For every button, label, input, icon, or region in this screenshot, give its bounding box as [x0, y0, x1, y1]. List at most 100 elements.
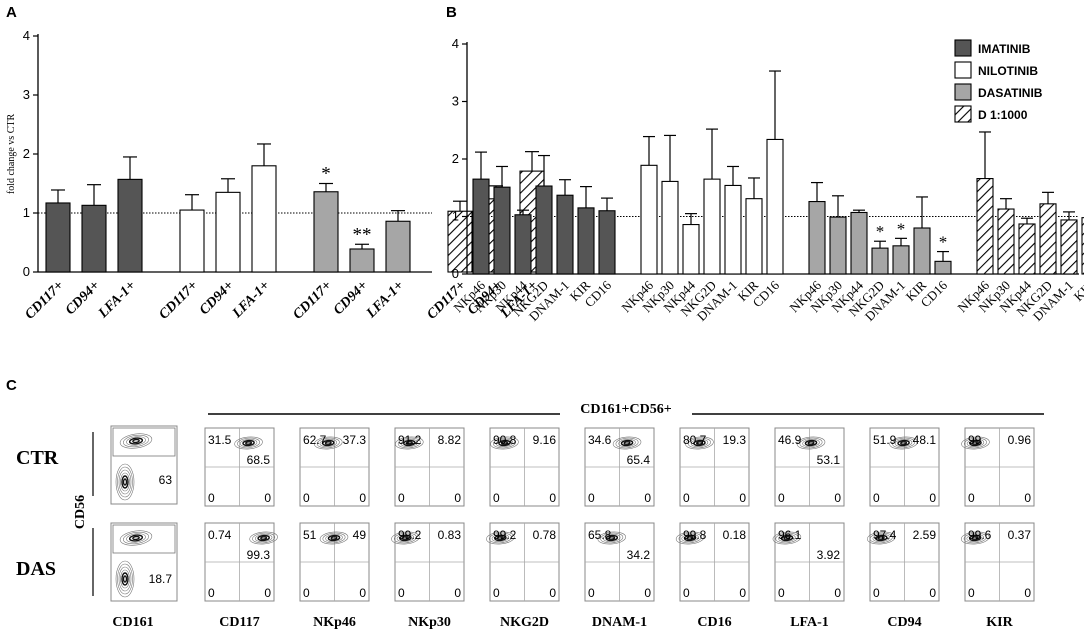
flow-plot-cd94-das: 97.4 2.59 0 0	[867, 522, 940, 602]
contour-line	[900, 441, 908, 445]
x-category-label: LFA-1+	[363, 278, 407, 322]
contour-line	[128, 534, 144, 542]
bar-dasatinib-cd117	[313, 191, 339, 273]
bar-dasatinib-dnam1	[892, 245, 910, 275]
panel-c-flow: CD161+CD56+ CTR DAS CD56 63 18.7 CD161 31.5 68.5…	[16, 398, 1044, 630]
quad-lr: 0	[549, 491, 556, 505]
contour-line	[401, 536, 409, 540]
contour-line	[968, 534, 982, 542]
flow-plot-lfa1-das: 96.1 3.92 0 0	[772, 522, 845, 602]
bar-nilotinib-nkp44	[682, 224, 700, 275]
quad-ll: 0	[968, 586, 975, 600]
bar-d1000-nkg2d	[1039, 203, 1057, 275]
quad-ul: 31.5	[208, 433, 232, 447]
bar-imatinib-cd117	[45, 202, 71, 273]
significance-star: **	[353, 224, 372, 245]
contour-line	[799, 437, 823, 449]
quad-ul: 51	[303, 528, 317, 542]
marker-label: CD117	[219, 615, 259, 630]
y-tick-label: 3	[452, 94, 459, 109]
contour-line	[969, 439, 982, 447]
contour-line	[615, 437, 639, 449]
contour-line	[897, 439, 910, 447]
quad-lr: 0	[929, 586, 936, 600]
contour-line	[122, 575, 128, 583]
quad-ul: 51.9	[873, 433, 897, 447]
marker-label: DNAM-1	[592, 615, 647, 630]
flow-plot-cd117-ctr: 31.5 68.5 0 0	[204, 427, 275, 507]
contour-line	[118, 469, 132, 495]
quad-ll: 0	[683, 586, 690, 600]
bar-nilotinib-cd94	[215, 191, 241, 273]
marker-label: NKp30	[408, 615, 451, 630]
contour-line	[971, 536, 979, 540]
contour-line	[772, 531, 802, 545]
contour-line	[122, 478, 128, 486]
contour-line	[128, 437, 144, 445]
quad-ur: 0.37	[1008, 528, 1032, 542]
contour-line	[118, 566, 132, 592]
y-tick-label: 0	[23, 264, 30, 279]
x-axis-label-cd161: CD161	[112, 615, 153, 630]
marker-label: KIR	[986, 615, 1013, 630]
quad-ur: 65.4	[627, 453, 651, 467]
contour-line	[395, 436, 424, 450]
quad-ll: 0	[588, 491, 595, 505]
contour-line	[132, 438, 140, 444]
quad-lr: 0	[929, 491, 936, 505]
gate-value: 18.7	[149, 572, 173, 586]
bar-dasatinib-nkp30	[829, 216, 847, 275]
legend-swatch-dasatinib	[954, 83, 972, 101]
quad-ul: 34.6	[588, 433, 612, 447]
quad-ur: 68.5	[247, 453, 271, 467]
contour-line	[778, 534, 796, 542]
contour-line	[685, 436, 714, 450]
contour-line	[324, 441, 332, 445]
contour-line	[966, 439, 985, 447]
bar-nilotinib-kir	[745, 198, 763, 275]
contour-line	[678, 532, 702, 544]
quad-ul: 62.7	[303, 433, 327, 447]
flow-plot-cd94-ctr: 51.9 48.1 0 0	[869, 427, 940, 507]
quad-lr: 0	[359, 586, 366, 600]
bar-imatinib-nkp30	[493, 186, 511, 275]
significance-star: *	[897, 219, 906, 238]
contour-line	[796, 436, 826, 450]
contour-line	[121, 475, 129, 489]
contour-line	[960, 531, 990, 545]
quad-ur: 0.83	[438, 528, 462, 542]
contour-line	[495, 439, 514, 447]
quad-ul: 90.8	[493, 433, 517, 447]
contour-line	[117, 563, 133, 595]
significance-star: *	[321, 164, 331, 185]
marker-label: CD94	[887, 615, 921, 630]
contour-line	[963, 532, 987, 544]
contour-line	[693, 439, 706, 447]
contour-line	[500, 441, 508, 445]
quad-ul: 99	[968, 433, 982, 447]
significance-star: *	[876, 222, 885, 241]
quad-ur: 37.3	[343, 433, 367, 447]
contour-line	[249, 531, 278, 545]
contour-line	[119, 530, 153, 546]
quad-lr: 0	[264, 491, 271, 505]
quad-ll: 0	[778, 491, 785, 505]
flow-plot-kir-ctr: 99 0.96 0 0	[961, 427, 1035, 507]
contour-line	[120, 472, 130, 492]
contour-line	[807, 441, 815, 445]
quad-lr: 0	[264, 586, 271, 600]
contour-line	[780, 534, 794, 542]
contour-line	[802, 439, 820, 447]
y-tick-label: 1	[452, 209, 459, 224]
contour-line	[695, 441, 703, 445]
quad-ll: 0	[493, 586, 500, 600]
x-category-label: CD117+	[23, 278, 67, 322]
contour-line	[490, 436, 519, 450]
flow-plot-nkp30-ctr: 91.2 8.82 0 0	[394, 427, 465, 507]
contour-line	[257, 534, 270, 542]
quad-lr: 0	[644, 586, 651, 600]
bar-imatinib-nkp46	[472, 178, 490, 275]
legend-label: D 1:1000	[978, 108, 1028, 122]
contour-line	[498, 439, 511, 447]
x-category-label: KIR	[1071, 277, 1084, 304]
